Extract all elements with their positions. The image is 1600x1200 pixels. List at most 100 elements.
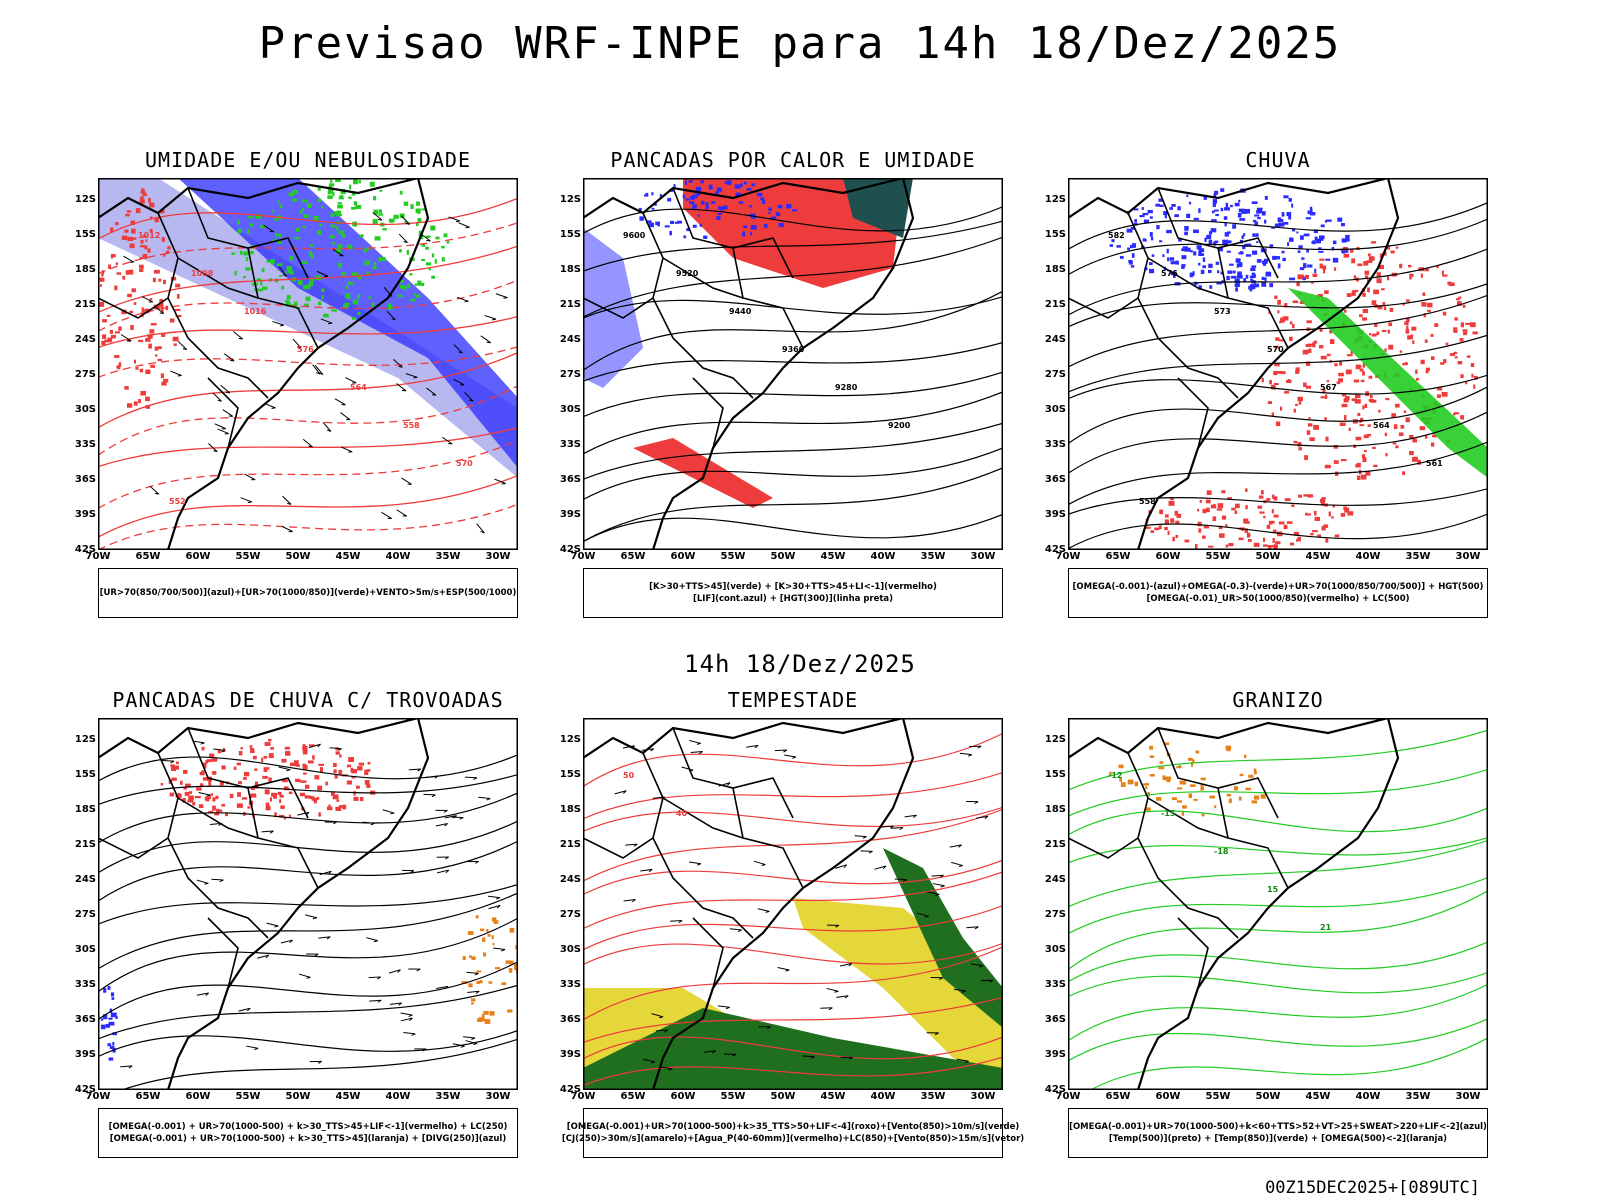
omega-blue xyxy=(1309,208,1313,214)
lat-tick-label: 24S xyxy=(74,334,96,345)
wind-vector xyxy=(484,314,497,320)
omega-red xyxy=(1353,275,1356,280)
thickness-red-patch xyxy=(131,288,136,293)
omega-blue xyxy=(1241,235,1244,239)
storm-orange xyxy=(479,928,485,932)
storm-red xyxy=(243,771,250,777)
storm-orange xyxy=(483,952,486,957)
wind-vector xyxy=(332,249,344,257)
omega-red xyxy=(1298,400,1302,405)
lif-blue-speck xyxy=(673,184,676,188)
thickness-red-patch xyxy=(154,218,159,223)
storm-red xyxy=(279,794,284,798)
contour-line xyxy=(1068,807,1488,836)
omega-red-south xyxy=(1244,488,1248,492)
legend-line: [OMEGA(-0.001)+UR>70(1000-500)+k<60+TTS>… xyxy=(1069,1122,1487,1132)
omega-red xyxy=(1417,459,1421,465)
omega-blue xyxy=(1331,247,1335,251)
omega-red-south xyxy=(1321,497,1326,500)
omega-blue xyxy=(1169,257,1175,261)
omega-red xyxy=(1282,316,1289,321)
humidity-green-patch xyxy=(388,305,393,310)
humidity-green-patch xyxy=(286,265,292,270)
omega-red xyxy=(1407,335,1412,340)
omega-red xyxy=(1370,399,1377,403)
omega-blue xyxy=(1249,275,1256,279)
omega-orange xyxy=(1163,742,1170,746)
humidity-green-patch xyxy=(289,256,294,261)
lon-tick-label: 35W xyxy=(920,1091,946,1102)
omega-red-south xyxy=(1150,530,1155,533)
omega-red-south xyxy=(1286,521,1293,524)
storm-red xyxy=(300,780,307,783)
legend-line: [OMEGA(-0.01)_UR>50(1000/850)(vermelho) … xyxy=(1146,594,1410,604)
lat-tick-label: 30S xyxy=(559,944,581,955)
wind-vector-head xyxy=(326,429,332,432)
wind-vector-head xyxy=(287,502,292,505)
omega-red-south xyxy=(1170,497,1174,501)
lif-blue-speck xyxy=(638,207,642,213)
wind-vector xyxy=(488,904,501,910)
lat-tick-label: 15S xyxy=(1044,769,1066,780)
omega-orange xyxy=(1260,794,1266,799)
humidity-green-patch xyxy=(378,257,382,262)
omega-red-south xyxy=(1331,516,1334,519)
humidity-green-patch xyxy=(320,288,325,292)
omega-blue xyxy=(1159,240,1163,243)
omega-red xyxy=(1269,380,1273,385)
wind-vector xyxy=(261,830,274,833)
wind-vector xyxy=(488,895,501,899)
omega-green xyxy=(1288,288,1488,478)
omega-red xyxy=(1371,333,1377,337)
lon-tick-label: 65W xyxy=(135,551,161,562)
omega-orange xyxy=(1192,759,1195,764)
omega-red xyxy=(1326,380,1329,383)
thickness-red-patch xyxy=(114,331,120,334)
omega-orange xyxy=(1239,773,1244,777)
wind-vector xyxy=(278,266,287,277)
wind-vector-head xyxy=(664,1029,669,1033)
humidity-green-patch xyxy=(329,183,335,187)
wind-vector xyxy=(835,864,847,869)
storm-red xyxy=(250,748,255,753)
map-frame xyxy=(1068,178,1488,550)
omega-red xyxy=(1442,311,1447,316)
wind-vector-head xyxy=(732,1053,737,1057)
humidity-green-patch xyxy=(387,303,392,308)
thickness-red-patch xyxy=(121,309,127,315)
humidity-green-patch xyxy=(346,295,351,299)
wind-vector xyxy=(400,1012,413,1016)
omega-red xyxy=(1384,432,1388,437)
humidity-green-patch xyxy=(343,304,349,309)
thickness-red-patch xyxy=(141,188,145,193)
thickness-red-patch xyxy=(142,234,147,238)
wind-vector-head xyxy=(696,863,702,866)
omega-red xyxy=(1363,434,1369,439)
lif-blue-speck xyxy=(716,216,721,221)
humidity-green-patch xyxy=(334,211,339,214)
storm-red xyxy=(332,794,339,800)
omega-blue xyxy=(1261,211,1266,216)
omega-red xyxy=(1361,474,1367,480)
omega-orange xyxy=(1251,800,1258,804)
omega-red xyxy=(1406,325,1409,329)
wind-vector xyxy=(408,768,421,771)
wind-vector-head xyxy=(337,748,342,751)
omega-blue xyxy=(1184,231,1188,236)
wind-vector-head xyxy=(317,743,321,748)
storm-red xyxy=(212,771,217,775)
omega-blue xyxy=(1208,239,1213,245)
omega-blue xyxy=(1245,254,1252,257)
wind-vector-head xyxy=(217,399,222,402)
omega-blue xyxy=(1244,243,1249,247)
storm-red xyxy=(196,787,202,791)
map-area: 50 40 xyxy=(583,718,1003,1090)
humidity-green-patch xyxy=(421,258,425,262)
omega-red-south xyxy=(1291,504,1295,508)
omega-red xyxy=(1275,337,1280,341)
omega-blue xyxy=(1252,274,1256,277)
omega-red xyxy=(1419,426,1426,431)
omega-blue xyxy=(1148,262,1153,266)
omega-blue xyxy=(1216,281,1222,285)
wind-vector-head xyxy=(426,239,431,242)
